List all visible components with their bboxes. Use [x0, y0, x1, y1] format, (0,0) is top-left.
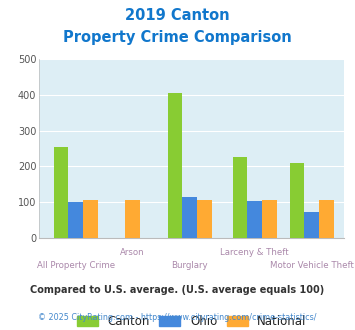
- Text: © 2025 CityRating.com - https://www.cityrating.com/crime-statistics/: © 2025 CityRating.com - https://www.city…: [38, 313, 317, 322]
- Bar: [125, 200, 140, 238]
- Text: Burglary: Burglary: [171, 261, 208, 270]
- Bar: [233, 157, 247, 238]
- Legend: Canton, Ohio, National: Canton, Ohio, National: [73, 312, 310, 330]
- Bar: [305, 212, 319, 238]
- Bar: [83, 200, 98, 238]
- Text: Motor Vehicle Theft: Motor Vehicle Theft: [270, 261, 354, 270]
- Text: Property Crime Comparison: Property Crime Comparison: [63, 30, 292, 45]
- Bar: [290, 163, 305, 238]
- Bar: [262, 200, 277, 238]
- Bar: [69, 202, 83, 238]
- Bar: [247, 201, 262, 238]
- Bar: [197, 200, 212, 238]
- Text: 2019 Canton: 2019 Canton: [125, 8, 230, 23]
- Text: All Property Crime: All Property Crime: [37, 261, 115, 270]
- Text: Compared to U.S. average. (U.S. average equals 100): Compared to U.S. average. (U.S. average …: [31, 285, 324, 295]
- Bar: [319, 200, 334, 238]
- Bar: [168, 93, 182, 238]
- Bar: [182, 197, 197, 238]
- Text: Arson: Arson: [120, 248, 145, 257]
- Text: Larceny & Theft: Larceny & Theft: [220, 248, 289, 257]
- Bar: [54, 148, 69, 238]
